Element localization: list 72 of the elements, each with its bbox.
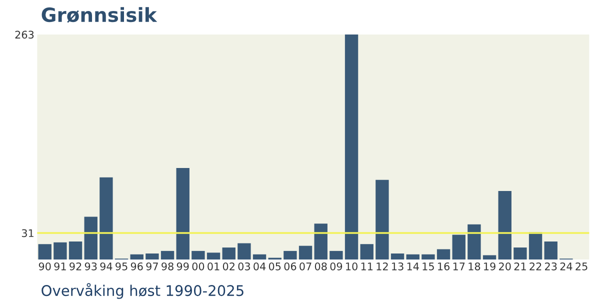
bar bbox=[222, 248, 236, 260]
bar bbox=[406, 254, 420, 260]
y-tick-label: 31 bbox=[22, 229, 34, 238]
bar bbox=[38, 244, 52, 260]
x-tick-label: 97 bbox=[146, 262, 158, 270]
x-tick-label: 98 bbox=[162, 262, 174, 270]
bar bbox=[100, 177, 113, 260]
bar bbox=[452, 234, 466, 260]
x-tick-label: 11 bbox=[361, 262, 373, 270]
x-tick-label: 17 bbox=[453, 262, 465, 270]
y-tick-label: 263 bbox=[15, 30, 34, 39]
bar bbox=[314, 224, 328, 260]
x-tick-label: 04 bbox=[254, 262, 266, 270]
x-tick-label: 25 bbox=[576, 262, 588, 270]
bar bbox=[468, 224, 481, 260]
bar bbox=[498, 191, 512, 260]
x-tick-label: 05 bbox=[268, 262, 281, 270]
x-tick-label: 18 bbox=[468, 262, 480, 270]
bar bbox=[514, 248, 527, 260]
bar bbox=[482, 255, 496, 260]
bar bbox=[284, 250, 297, 260]
x-tick-label: 93 bbox=[84, 262, 97, 270]
x-tick-label: 22 bbox=[530, 262, 542, 270]
x-tick-label: 09 bbox=[330, 262, 342, 270]
x-tick-label: 12 bbox=[376, 262, 388, 270]
x-tick-label: 01 bbox=[208, 262, 220, 270]
bar bbox=[68, 242, 82, 260]
x-tick-label: 21 bbox=[514, 262, 526, 270]
x-tick-label: 24 bbox=[560, 262, 572, 270]
x-tick-label: 06 bbox=[284, 262, 296, 270]
x-tick-label: 23 bbox=[545, 262, 557, 270]
bar bbox=[344, 34, 358, 260]
x-tick-label: 16 bbox=[438, 262, 450, 270]
bar bbox=[252, 254, 266, 260]
x-tick-label: 20 bbox=[499, 262, 511, 270]
x-tick-label: 13 bbox=[392, 262, 404, 270]
bar bbox=[238, 243, 251, 260]
x-tick-label: 10 bbox=[346, 262, 358, 270]
bar bbox=[130, 254, 144, 260]
bar bbox=[330, 250, 343, 260]
x-tick-label: 19 bbox=[484, 262, 496, 270]
chart-title: Grønnsisik bbox=[42, 7, 158, 23]
x-tick-label: 94 bbox=[100, 262, 112, 270]
bar bbox=[206, 252, 220, 260]
bar bbox=[544, 242, 558, 260]
bar bbox=[376, 180, 389, 260]
x-tick-label: 99 bbox=[176, 262, 189, 270]
bar bbox=[360, 244, 374, 260]
bar bbox=[436, 249, 450, 260]
x-tick-label: 03 bbox=[238, 262, 250, 270]
x-tick-label: 92 bbox=[70, 262, 82, 270]
bar bbox=[176, 168, 190, 260]
x-tick-label: 02 bbox=[222, 262, 234, 270]
x-tick-label: 08 bbox=[314, 262, 327, 270]
bar bbox=[84, 216, 98, 260]
x-tick-label: 96 bbox=[130, 262, 143, 270]
x-tick-label: 15 bbox=[422, 262, 434, 270]
x-tick-label: 14 bbox=[407, 262, 419, 270]
x-tick-label: 00 bbox=[192, 262, 204, 270]
bar bbox=[54, 242, 67, 260]
bar bbox=[146, 254, 159, 260]
x-tick-label: 91 bbox=[54, 262, 66, 270]
bar bbox=[390, 254, 404, 260]
bar bbox=[192, 250, 205, 260]
x-tick-label: 95 bbox=[116, 262, 128, 270]
text: Overvåking høst 1990-2025 bbox=[42, 283, 244, 299]
x-tick-label: 07 bbox=[300, 262, 312, 270]
bar bbox=[160, 250, 174, 260]
x-tick-label: 90 bbox=[38, 262, 51, 270]
bar bbox=[528, 232, 542, 260]
bar bbox=[422, 254, 435, 260]
bar bbox=[298, 246, 312, 260]
